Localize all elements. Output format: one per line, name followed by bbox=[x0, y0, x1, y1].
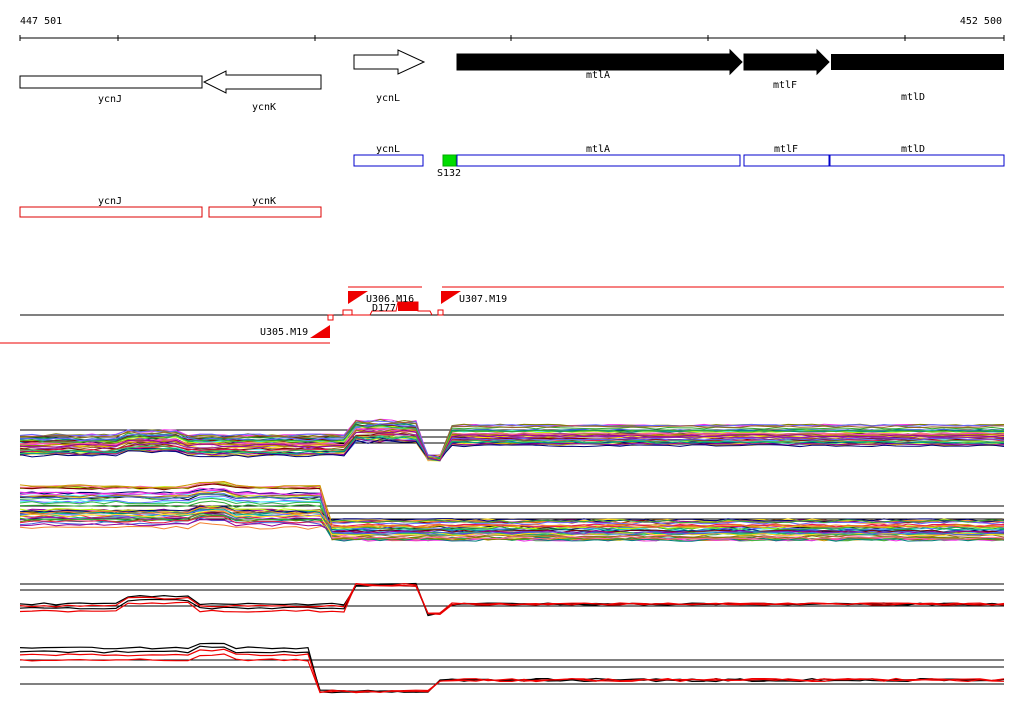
expression-panel-reverse-summary bbox=[19, 642, 1005, 694]
gene-ycnJ[interactable]: ycnJ bbox=[19, 75, 203, 105]
gene-ycnK[interactable]: ycnK bbox=[202, 70, 322, 113]
terminator-d177-label: D177 bbox=[372, 303, 396, 314]
s132-label: S132 bbox=[437, 168, 461, 179]
blue-box-mtlF[interactable]: mtlF bbox=[743, 144, 830, 167]
flag-u306[interactable] bbox=[348, 291, 368, 304]
svg-text:mtlD: mtlD bbox=[901, 144, 925, 155]
transcript-track: U306.M16 D177 U307.M19 U305.M19 bbox=[0, 286, 1004, 344]
gene-ycnK-label: ycnK bbox=[252, 102, 276, 113]
coordinate-ruler: 447 501 452 500 bbox=[19, 16, 1005, 41]
red-box-ycnJ[interactable]: ycnJ bbox=[19, 196, 203, 218]
blue-annotation-track: ycnL S132 mtlA mtlF mtlD bbox=[353, 144, 1005, 179]
svg-text:mtlF: mtlF bbox=[774, 144, 798, 155]
red-annotation-track: ycnJ ycnK bbox=[19, 196, 322, 218]
flag-u305[interactable] bbox=[310, 325, 330, 338]
green-box-s132[interactable]: S132 bbox=[437, 154, 461, 179]
expression-panel-forward bbox=[19, 418, 1005, 462]
gene-ycnJ-label: ycnJ bbox=[98, 94, 122, 105]
svg-text:ycnK: ycnK bbox=[252, 196, 276, 207]
red-box-ycnK[interactable]: ycnK bbox=[208, 196, 322, 218]
flag-u307[interactable] bbox=[441, 291, 461, 304]
ruler-start-label: 447 501 bbox=[20, 16, 62, 27]
terminator-box[interactable] bbox=[398, 302, 418, 311]
blue-box-mtlD[interactable]: mtlD bbox=[829, 144, 1005, 167]
svg-text:ycnJ: ycnJ bbox=[98, 196, 122, 207]
expression-panel-reverse bbox=[19, 480, 1005, 542]
ruler-end-label: 452 500 bbox=[960, 16, 1002, 27]
gene-mtlD-label: mtlD bbox=[901, 92, 925, 103]
svg-text:mtlA: mtlA bbox=[586, 144, 610, 155]
transcript-u305-label: U305.M19 bbox=[260, 327, 308, 338]
gene-mtlA-label: mtlA bbox=[586, 70, 610, 81]
blue-box-mtlA[interactable]: mtlA bbox=[456, 144, 741, 167]
transcript-u306-label: U306.M16 bbox=[366, 294, 414, 305]
gene-mtlD[interactable]: mtlD bbox=[831, 54, 1004, 103]
expression-panel-forward-summary bbox=[19, 582, 1005, 617]
transcript-u307-label: U307.M19 bbox=[459, 294, 507, 305]
svg-text:ycnL: ycnL bbox=[376, 144, 400, 155]
gene-mtlF[interactable]: mtlF bbox=[743, 48, 830, 91]
blue-box-ycnL[interactable]: ycnL bbox=[353, 144, 424, 167]
gene-ycnL[interactable]: ycnL bbox=[353, 49, 426, 104]
gene-track: ycnJ ycnK ycnL mtlA mtlF mtlD bbox=[19, 48, 1004, 113]
gene-mtlA[interactable]: mtlA bbox=[456, 48, 743, 81]
gene-mtlF-label: mtlF bbox=[773, 80, 797, 91]
gene-ycnL-label: ycnL bbox=[376, 93, 400, 104]
